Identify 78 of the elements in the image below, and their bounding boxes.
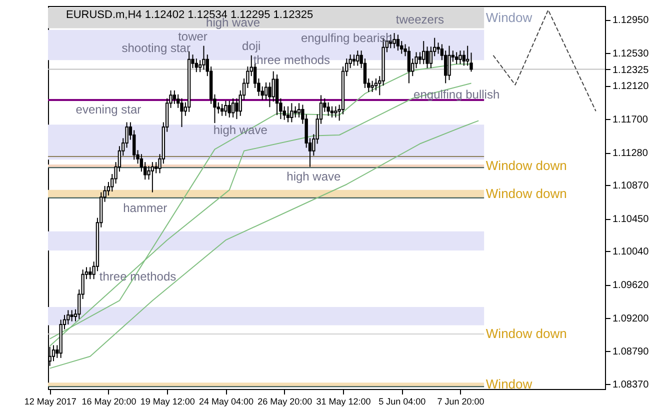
band-label: Window down	[486, 186, 567, 201]
x-tick-label: 31 May 12:00	[316, 396, 371, 406]
candlestick	[235, 98, 238, 120]
x-tick-label: 7 Jun 20:00	[437, 396, 484, 406]
candlestick	[297, 102, 301, 118]
x-tick-label: 26 May 20:00	[258, 396, 312, 406]
candlestick	[272, 70, 275, 102]
candlestick	[396, 34, 400, 52]
candlestick	[268, 82, 272, 108]
candlestick	[286, 106, 290, 123]
candlestick	[88, 266, 92, 280]
annotation: evening star	[76, 102, 142, 117]
candlestick	[260, 86, 264, 100]
candlestick	[458, 50, 462, 65]
candlestick	[220, 103, 224, 116]
candlestick	[422, 40, 426, 65]
candlestick	[392, 32, 396, 49]
candlestick	[202, 45, 206, 70]
candlestick	[150, 162, 154, 193]
y-tick-label: 1.08370	[612, 380, 650, 391]
y-tick-label: 1.10040	[612, 246, 650, 258]
x-tick-label: 12 May 2017	[24, 396, 76, 406]
x-tick-label: 24 May 04:00	[198, 396, 254, 406]
band-label: Window down	[486, 158, 567, 174]
candlestick	[66, 310, 70, 326]
candlestick	[216, 102, 220, 114]
y-tick-label: 1.08790	[612, 346, 650, 358]
candlestick	[370, 80, 374, 92]
candlestick	[180, 98, 184, 128]
candlestick	[231, 98, 235, 118]
candlestick	[407, 46, 411, 84]
candlestick	[454, 52, 458, 65]
y-tick-label: 1.12950	[612, 15, 650, 26]
candlestick	[290, 102, 294, 123]
candlestick	[326, 102, 330, 116]
y-tick-label: 1.11700	[612, 114, 648, 126]
candlestick	[374, 78, 378, 91]
candlestick	[264, 82, 268, 100]
y-tick-label: 1.11280	[612, 148, 648, 160]
y-tick-label: 1.12120	[612, 81, 650, 92]
y-tick-label: 1.12325	[612, 64, 650, 76]
annotation: tower	[178, 29, 208, 44]
candlestick	[462, 50, 466, 66]
candlestick	[418, 52, 422, 65]
annotation: doji	[242, 38, 261, 53]
y-tick-label: 1.10450	[612, 214, 650, 226]
candlestick	[330, 106, 334, 118]
annotation: three methods	[253, 53, 330, 68]
annotation: shooting star	[122, 41, 190, 56]
y-tick-label: 1.10870	[612, 180, 650, 192]
candlestick	[52, 344, 56, 362]
y-tick-label: 1.09620	[612, 280, 650, 292]
x-tick-label: 19 May 12:00	[140, 396, 195, 406]
line-series	[49, 120, 480, 369]
candlestick	[334, 106, 338, 118]
y-tick-label: 1.12530	[612, 48, 650, 60]
candlestick	[70, 310, 74, 322]
y-tick-label: 1.09200	[612, 314, 650, 325]
x-tick-label: 16 May 20:00	[82, 396, 136, 406]
candlestick	[154, 162, 158, 174]
band-label: Window	[486, 376, 533, 392]
candlestick	[448, 45, 451, 81]
candlestick	[294, 106, 297, 118]
annotation: high wave	[286, 169, 342, 184]
candlestick	[275, 74, 279, 116]
candlestick	[172, 90, 176, 104]
band-label: Window	[486, 10, 533, 25]
candlestick	[352, 54, 356, 66]
candlestick	[282, 106, 286, 120]
annotation: tweezers	[396, 12, 444, 27]
candlestick	[176, 94, 180, 108]
candlestick	[228, 100, 231, 118]
annotation: hammer	[123, 201, 168, 216]
candlestick	[224, 100, 228, 116]
candlestick	[194, 58, 198, 73]
x-tick-label: 5 Jun 04:00	[378, 396, 426, 406]
ref-line-label: Window down	[486, 326, 567, 342]
candlestick	[356, 50, 360, 66]
